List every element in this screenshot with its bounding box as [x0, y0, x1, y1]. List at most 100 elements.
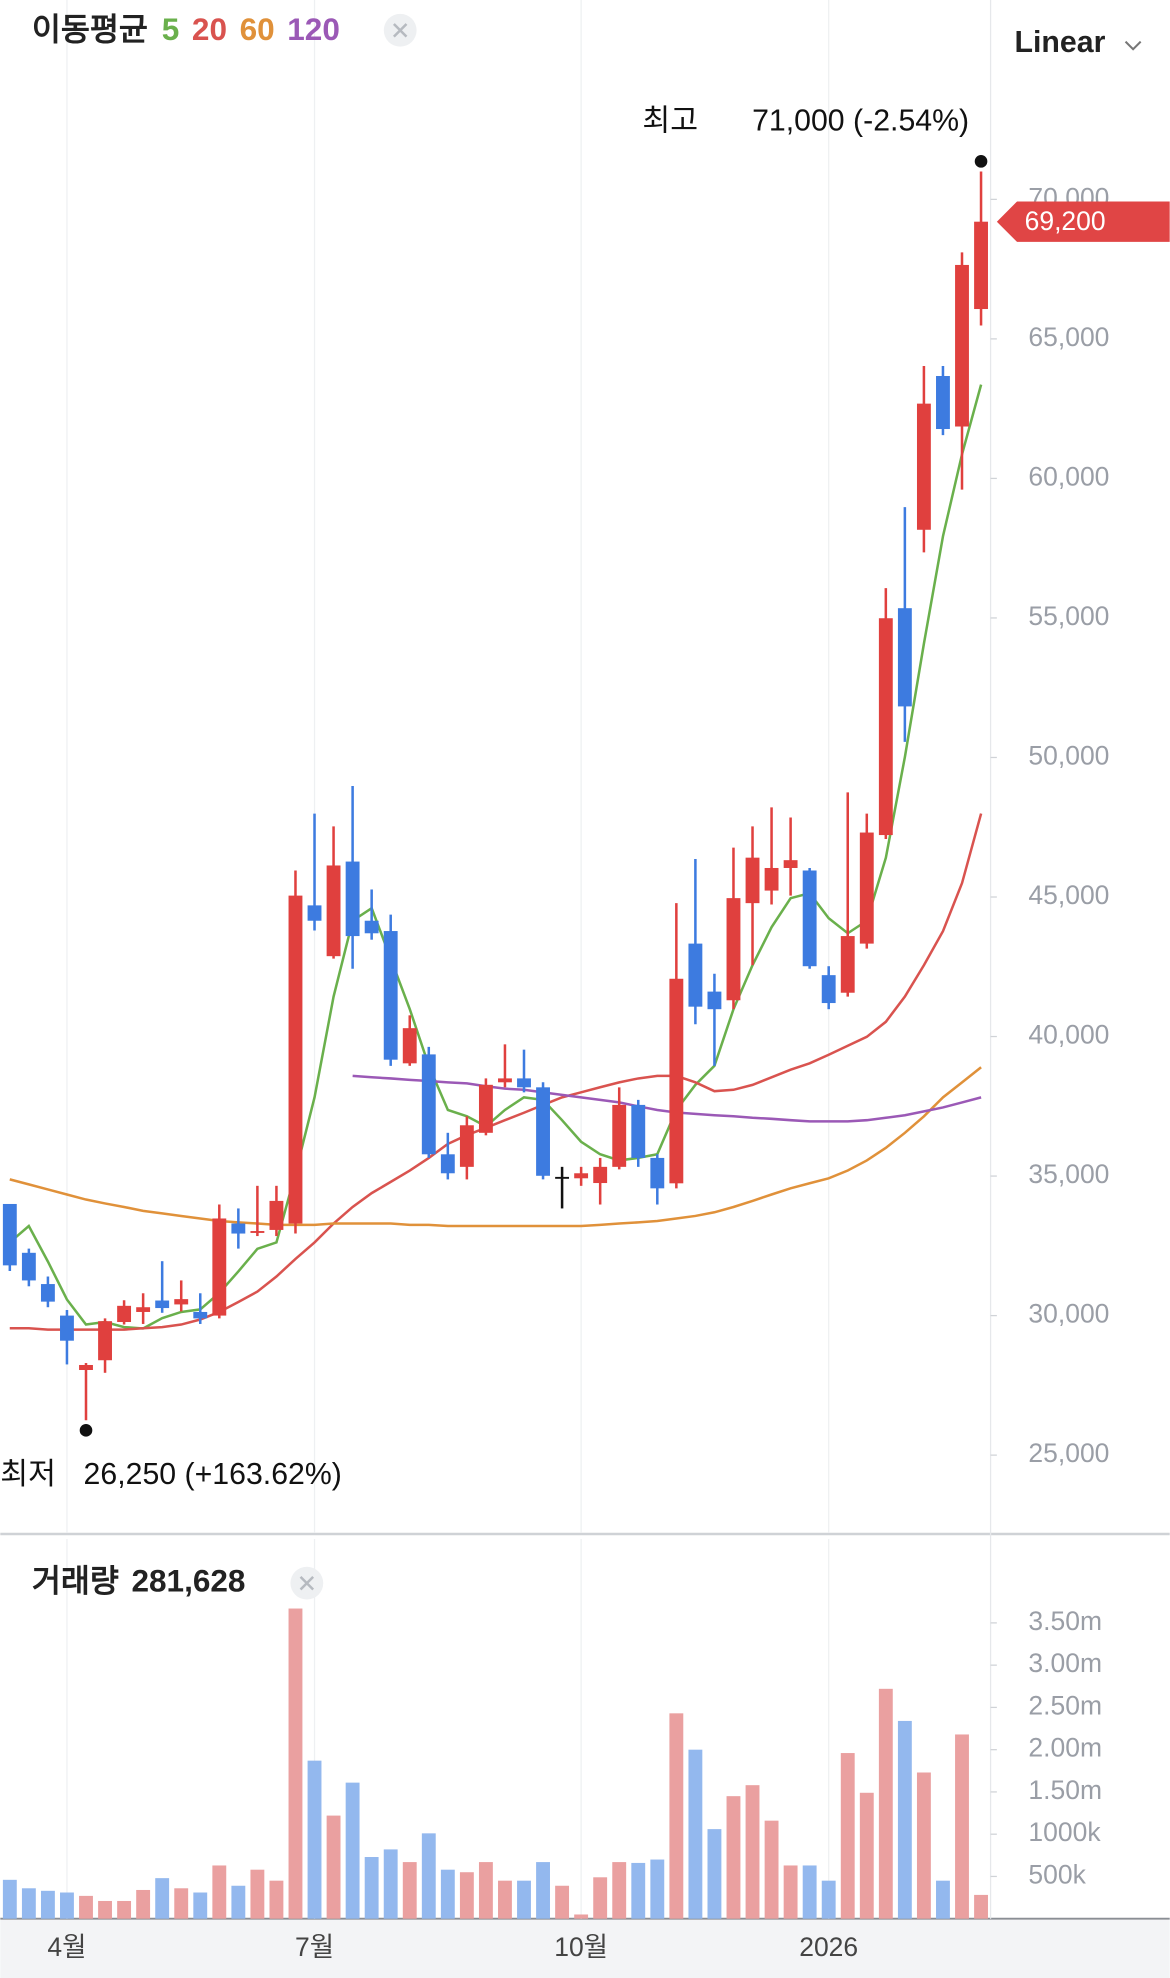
volume-bar [98, 1900, 112, 1919]
candle-body [878, 618, 893, 836]
y-tick-label: 3.50m [1028, 1606, 1102, 1636]
x-axis-band [0, 1918, 1170, 1978]
volume-bar [364, 1857, 379, 1919]
volume-bar [231, 1885, 246, 1919]
y-tick-label: 50,000 [1028, 740, 1109, 770]
candle-body [517, 1078, 531, 1088]
volume-bar [459, 1872, 474, 1919]
candle-body [764, 867, 779, 891]
volume-bar [345, 1782, 360, 1919]
volume-bar [421, 1833, 436, 1919]
volume-bar [174, 1888, 189, 1919]
candle-body [955, 264, 969, 427]
candle-body [383, 931, 398, 1060]
candle-body [326, 865, 341, 957]
y-tick-label: 45,000 [1028, 880, 1109, 910]
volume-bar [688, 1749, 703, 1919]
volume-bar [726, 1796, 741, 1919]
volume-bar [574, 1914, 589, 1919]
volume-bar [517, 1880, 531, 1919]
scale-dropdown[interactable]: Linear [1015, 26, 1142, 59]
candle-body [859, 832, 874, 944]
y-tick-label: 30,000 [1028, 1299, 1109, 1329]
candle-body [783, 860, 798, 868]
x-tick-label: 10월 [554, 1932, 608, 1962]
candle-body [726, 898, 741, 1001]
candle-body [212, 1218, 227, 1316]
volume-bar [707, 1829, 722, 1919]
candle-body [21, 1252, 36, 1281]
candle-body [79, 1364, 93, 1371]
volume-bar [974, 1894, 988, 1919]
candle-body [40, 1284, 55, 1302]
ma-legend-title: 이동평균 [32, 11, 148, 47]
volume-bar [612, 1862, 627, 1919]
close-icon [392, 23, 408, 38]
volume-bar [897, 1720, 912, 1919]
candle-body [840, 936, 855, 993]
close-volume-button[interactable] [290, 1566, 324, 1600]
candle-body [136, 1307, 151, 1312]
volume-bar [155, 1878, 170, 1919]
volume-bar [669, 1713, 684, 1919]
low-marker-dot [79, 1424, 93, 1437]
candle-body [193, 1311, 208, 1319]
ma-line [9, 813, 983, 1331]
volume-bar [631, 1862, 646, 1919]
candle-body [707, 991, 722, 1010]
candle-body [269, 1200, 284, 1230]
volume-bar [307, 1760, 322, 1919]
last-price-tag [996, 201, 1170, 242]
dropdown-chevron [1124, 40, 1142, 51]
candle-body [459, 1125, 474, 1167]
legend-entry: 20 [192, 11, 227, 47]
candle-body [650, 1157, 665, 1189]
volume-bar [783, 1865, 798, 1919]
last-price-label: 69,200 [1025, 206, 1106, 236]
volume-bar [383, 1849, 398, 1919]
candle-body [897, 608, 912, 707]
candle-body [745, 857, 760, 904]
ma-line [8, 384, 983, 1330]
high-marker-text: 71,000 (-2.54%) [752, 104, 969, 137]
x-tick-label: 2026 [799, 1932, 858, 1962]
candle-body [821, 975, 836, 1004]
volume-bar [650, 1859, 665, 1919]
volume-bar [79, 1895, 93, 1919]
y-tick-label: 25,000 [1028, 1438, 1109, 1468]
y-tick-label: 500k [1028, 1859, 1086, 1889]
ma-line [352, 1074, 982, 1123]
candle-body [345, 861, 360, 937]
volume-bar [840, 1753, 855, 1919]
volume-bar [21, 1888, 36, 1919]
volume-bar [764, 1820, 779, 1919]
candle-body [231, 1223, 246, 1234]
y-tick-label: 65,000 [1028, 322, 1109, 352]
candle-body [307, 905, 322, 921]
candle-body [631, 1104, 646, 1158]
volume-bar [250, 1869, 265, 1919]
legend-entry: 60 [240, 11, 275, 47]
legend-entry: 5 [162, 11, 180, 47]
candle-body [498, 1078, 512, 1083]
volume-bar [878, 1688, 893, 1919]
volume-bar [402, 1862, 417, 1919]
volume-bar [440, 1869, 455, 1919]
candle-body [364, 920, 379, 934]
volume-bar [593, 1877, 608, 1919]
candle-body [688, 943, 703, 1007]
x-tick-label: 7월 [295, 1932, 334, 1962]
volume-title: 거래량 [32, 1562, 119, 1598]
close-ma-button[interactable] [383, 13, 417, 47]
volume-bar [916, 1772, 931, 1919]
candle-body [936, 376, 950, 430]
candle-body [2, 1203, 17, 1266]
scale-label: Linear [1015, 26, 1106, 59]
volume-bar [40, 1890, 55, 1919]
volume-bar [193, 1892, 208, 1919]
volume-bar [326, 1815, 341, 1919]
volume-bar [136, 1889, 151, 1919]
candle-body [117, 1305, 132, 1323]
